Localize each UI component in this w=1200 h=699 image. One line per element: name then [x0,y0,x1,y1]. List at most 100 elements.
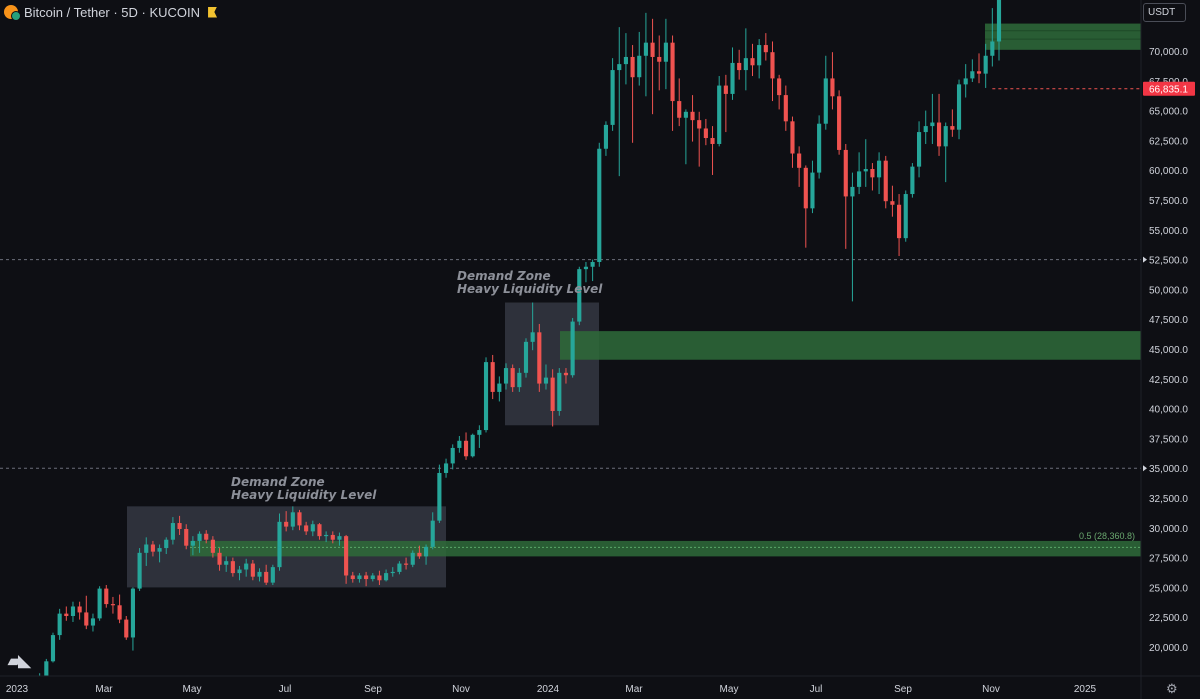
candle[interactable] [177,515,182,535]
candle[interactable] [723,74,728,133]
candle[interactable] [603,121,609,156]
candle[interactable] [623,33,628,85]
candle[interactable] [443,458,449,478]
candle[interactable] [44,658,49,677]
candle[interactable] [84,595,89,630]
candle[interactable] [870,163,875,191]
candle[interactable] [417,545,422,559]
candle[interactable] [150,540,155,557]
candle[interactable] [104,585,109,608]
annotation-demand-zone-1[interactable]: Demand Zone [231,475,325,489]
candle[interactable] [797,146,802,187]
candle[interactable] [710,126,715,175]
candle[interactable] [217,548,222,571]
candle[interactable] [164,537,169,555]
candle[interactable] [330,531,335,544]
time-axis[interactable] [0,676,1200,699]
candle[interactable] [364,571,369,587]
candle[interactable] [477,425,482,448]
candle[interactable] [970,59,975,82]
candle[interactable] [936,93,942,156]
candle[interactable] [503,363,509,390]
candle[interactable] [64,606,69,621]
candle[interactable] [683,109,688,165]
candle[interactable] [204,530,209,544]
candle[interactable] [717,76,722,147]
candle[interactable] [943,122,948,183]
candle[interactable] [996,0,1002,61]
candle[interactable] [730,47,735,100]
candle[interactable] [77,601,82,620]
annotation-heavy-liquidity-2[interactable]: Heavy Liquidity Level [457,282,603,296]
candle[interactable] [830,52,835,110]
candle[interactable] [257,568,262,582]
candle[interactable] [337,532,342,546]
candle[interactable] [357,573,362,583]
candle[interactable] [50,632,56,663]
candle[interactable] [790,116,795,168]
candle[interactable] [630,45,635,143]
candle[interactable] [370,573,375,582]
candle[interactable] [437,464,442,524]
candle[interactable] [930,93,935,144]
candle[interactable] [803,165,808,248]
candle[interactable] [570,318,575,378]
candle[interactable] [983,43,988,88]
candle[interactable] [490,354,495,400]
candle[interactable] [344,534,349,584]
candle[interactable] [397,561,402,575]
candle[interactable] [877,152,882,195]
liquidity-level-band-3[interactable] [985,23,1141,50]
candle[interactable] [663,18,668,90]
candle[interactable] [264,564,269,586]
candle[interactable] [317,523,322,540]
candle[interactable] [583,261,589,283]
candle[interactable] [810,160,815,214]
candle[interactable] [650,18,655,115]
candle[interactable] [757,39,762,79]
candle[interactable] [470,433,475,458]
candle[interactable] [190,536,195,556]
candle[interactable] [404,557,409,570]
candle[interactable] [843,143,848,249]
candle[interactable] [290,506,295,531]
candle[interactable] [430,512,435,550]
candle[interactable] [916,121,922,178]
candle[interactable] [923,110,928,144]
candle[interactable] [590,259,595,282]
candle[interactable] [770,41,775,102]
candle[interactable] [850,172,855,302]
candle[interactable] [137,548,142,591]
candle[interactable] [90,613,96,632]
candle[interactable] [463,432,469,460]
flag-icon[interactable] [208,6,218,18]
candle[interactable] [910,163,915,198]
candle[interactable] [956,79,962,140]
candle[interactable] [284,511,289,532]
candle[interactable] [144,537,149,566]
candle[interactable] [670,35,675,131]
candle[interactable] [517,368,522,392]
annotation-heavy-liquidity-1[interactable]: Heavy Liquidity Level [231,488,377,502]
candle[interactable] [124,616,129,640]
candle[interactable] [523,338,529,378]
settings-gear-icon[interactable]: ⚙ [1166,681,1178,696]
candle[interactable] [117,594,122,624]
candle[interactable] [823,55,828,130]
candle[interactable] [643,12,648,97]
candle[interactable] [390,567,395,577]
candle[interactable] [537,323,542,392]
candle[interactable] [250,559,255,581]
candle[interactable] [377,570,382,586]
candle[interactable] [510,364,515,392]
tradingview-logo-icon[interactable]: ▰◣ [8,653,31,670]
candle[interactable] [637,31,642,86]
candle[interactable] [237,565,242,581]
candle[interactable] [883,155,888,209]
candle[interactable] [530,302,535,351]
candle[interactable] [777,74,782,110]
candle[interactable] [577,266,582,326]
candle[interactable] [483,357,489,433]
candle[interactable] [690,95,695,142]
